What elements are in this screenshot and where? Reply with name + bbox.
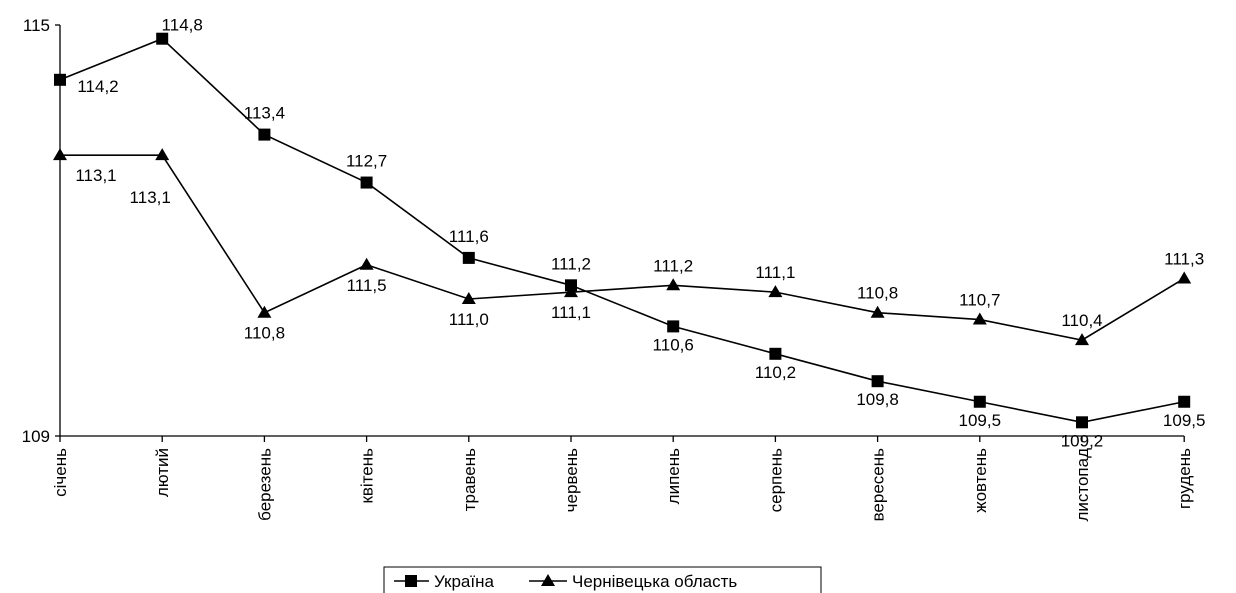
data-label-ukraine: 110,2: [755, 363, 796, 382]
y-tick-label: 115: [23, 16, 50, 35]
x-tick-label: вересень: [869, 448, 888, 522]
x-tick-label: жовтень: [971, 448, 990, 513]
data-point-chernivtsi: [1177, 271, 1192, 284]
data-label-chernivtsi: 110,8: [857, 284, 898, 303]
data-label-ukraine: 109,2: [1061, 431, 1104, 450]
data-point-ukraine: [462, 251, 475, 264]
data-label-chernivtsi: 111,1: [551, 303, 591, 322]
data-point-ukraine: [156, 32, 169, 45]
data-point-chernivtsi: [564, 285, 578, 298]
x-tick-label: серпень: [766, 448, 785, 512]
x-tick-label: листопад: [1073, 448, 1092, 522]
data-point-ukraine: [360, 176, 373, 189]
data-point-chernivtsi: [972, 312, 987, 325]
data-point-chernivtsi: [461, 292, 476, 304]
series-ukraine-line: [59, 37, 1185, 424]
data-point-chernivtsi: [768, 285, 783, 298]
data-label-ukraine: 114,8: [162, 16, 203, 35]
data-label-chernivtsi: 111,2: [653, 256, 693, 275]
legend-marker-ukraine: [405, 575, 417, 587]
data-point-ukraine: [1178, 395, 1191, 408]
data-point-chernivtsi: [53, 148, 67, 161]
data-point-ukraine: [1076, 416, 1088, 429]
data-label-chernivtsi: 113,1: [130, 188, 171, 207]
data-label-ukraine: 110,6: [653, 335, 694, 354]
x-tick-label: червень: [562, 448, 581, 512]
data-point-chernivtsi: [870, 305, 885, 318]
data-label-ukraine: 113,4: [244, 104, 285, 123]
data-label-chernivtsi: 110,4: [1061, 311, 1102, 330]
data-label-ukraine: 109,5: [1163, 411, 1206, 430]
data-label-ukraine: 109,8: [856, 390, 899, 409]
data-label-chernivtsi: 111,0: [449, 310, 489, 329]
data-label-chernivtsi: 111,5: [347, 276, 387, 295]
x-tick-label: грудень: [1175, 448, 1194, 509]
data-point-ukraine: [973, 395, 986, 408]
data-label-chernivtsi: 110,8: [244, 324, 285, 343]
data-point-ukraine: [667, 320, 680, 333]
x-tick-label: травень: [460, 448, 479, 511]
legend-marker-chernivtsi: [541, 574, 555, 586]
data-label-ukraine: 111,6: [449, 227, 489, 246]
data-label-ukraine: 109,5: [959, 411, 1002, 430]
data-point-chernivtsi: [666, 278, 681, 291]
x-tick-label: лютий: [153, 448, 172, 497]
data-label-ukraine: 112,7: [346, 152, 387, 171]
x-tick-label: березень: [255, 448, 274, 521]
data-label-chernivtsi: 113,1: [75, 166, 116, 185]
x-tick-label: січень: [51, 448, 70, 497]
data-point-chernivtsi: [257, 305, 272, 318]
data-label-chernivtsi: 111,1: [755, 263, 795, 282]
legend-label-ukraine: Україна: [434, 572, 494, 591]
data-point-chernivtsi: [359, 257, 374, 270]
data-label-chernivtsi: 111,3: [1164, 249, 1204, 268]
x-tick-label: квітень: [358, 448, 377, 504]
data-point-ukraine: [871, 375, 884, 388]
x-tick-label: липень: [664, 448, 683, 504]
data-label-chernivtsi: 110,7: [959, 291, 1000, 310]
data-label-ukraine: 114,2: [77, 77, 118, 96]
data-point-chernivtsi: [1075, 333, 1089, 346]
data-point-ukraine: [54, 73, 66, 86]
y-tick-label: 109: [22, 427, 50, 446]
data-label-ukraine: 111,2: [551, 254, 591, 273]
data-point-ukraine: [258, 128, 271, 141]
series-chernivtsi-line: [60, 154, 1185, 341]
legend-label-chernivtsi: Чернівецька область: [572, 572, 737, 591]
legend-box: [383, 566, 822, 593]
data-point-ukraine: [769, 347, 782, 360]
data-point-chernivtsi: [155, 148, 170, 161]
